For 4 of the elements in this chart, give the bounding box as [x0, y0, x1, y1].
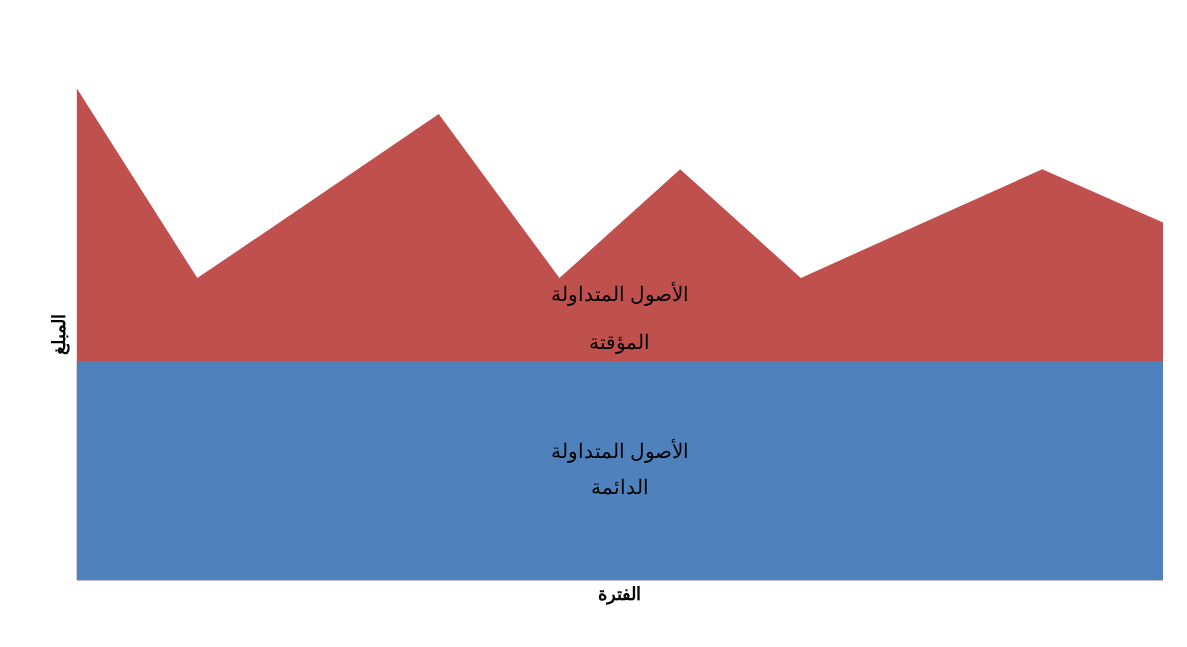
x-axis-title: الفترة [598, 584, 642, 606]
series-label: الأصول المتداولة الدائمة [550, 438, 690, 499]
y-axis-title: المبلغ [48, 313, 70, 355]
text: الأصول المتداولة المؤقتة [550, 283, 690, 354]
